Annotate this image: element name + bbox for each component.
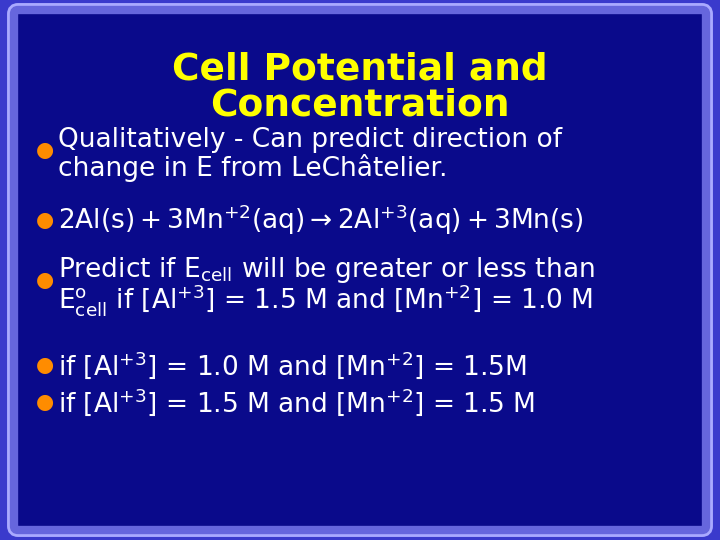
Text: ●: ● <box>36 140 54 160</box>
Text: ●: ● <box>36 392 54 412</box>
Text: ●: ● <box>36 210 54 230</box>
Text: Qualitatively - Can predict direction of: Qualitatively - Can predict direction of <box>58 127 562 153</box>
FancyBboxPatch shape <box>14 10 706 530</box>
Text: $\mathregular{2Al(s) + 3Mn^{+2}(aq) \rightarrow 2Al^{+3}(aq) + 3Mn(s)}$: $\mathregular{2Al(s) + 3Mn^{+2}(aq) \rig… <box>58 202 584 237</box>
Text: $\mathregular{E^o_{cell}}$ if $\mathregular{[Al^{+3}]}$ = 1.5 M and $\mathregula: $\mathregular{E^o_{cell}}$ if $\mathregu… <box>58 282 593 318</box>
Text: Cell Potential and: Cell Potential and <box>172 52 548 88</box>
Text: change in E from LeChâtelier.: change in E from LeChâtelier. <box>58 154 448 182</box>
FancyBboxPatch shape <box>14 10 706 530</box>
Text: ●: ● <box>36 270 54 290</box>
Text: if $\mathregular{[Al^{+3}]}$ = 1.5 M and $\mathregular{[Mn^{+2}]}$ = 1.5 M: if $\mathregular{[Al^{+3}]}$ = 1.5 M and… <box>58 386 535 418</box>
FancyBboxPatch shape <box>14 10 706 530</box>
Text: ●: ● <box>36 355 54 375</box>
Text: Predict if $\mathregular{E_{cell}}$ will be greater or less than: Predict if $\mathregular{E_{cell}}$ will… <box>58 255 595 285</box>
Text: Concentration: Concentration <box>210 87 510 123</box>
Text: if $\mathregular{[Al^{+3}]}$ = 1.0 M and $\mathregular{[Mn^{+2}]}$ = 1.5M: if $\mathregular{[Al^{+3}]}$ = 1.0 M and… <box>58 349 527 381</box>
